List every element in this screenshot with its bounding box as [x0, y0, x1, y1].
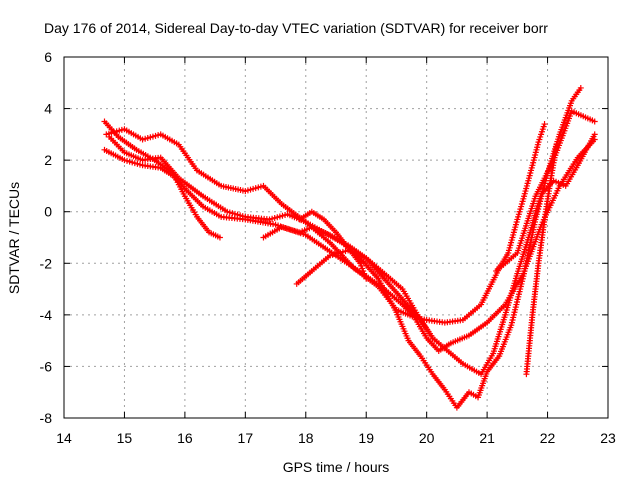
- y-tick-label: -8: [40, 410, 53, 426]
- x-tick-label: 19: [358, 430, 374, 446]
- x-tick-label: 21: [479, 430, 495, 446]
- plot-frame: [63, 56, 609, 419]
- axis-ticks: 14 15 16 17 18 19 20 21 22 23 -8 -6 -4 -2 0 2 4 6: [40, 49, 616, 446]
- x-tick-label: 20: [419, 430, 435, 446]
- y-tick-label: -6: [40, 358, 53, 374]
- x-axis-label: GPS time / hours: [283, 459, 390, 475]
- satellite-track-3: [103, 108, 598, 326]
- data-point: [541, 121, 548, 128]
- data-point: [216, 234, 223, 241]
- satellite-track-5: [260, 131, 598, 378]
- satellite-track-7: [296, 208, 370, 282]
- satellite-track-8: [523, 141, 560, 378]
- y-tick-label: -4: [40, 307, 53, 323]
- data-point: [591, 118, 598, 125]
- grid-lines: [64, 57, 608, 418]
- data-point: [591, 131, 598, 138]
- y-axis-label: SDTVAR / TECUs: [6, 182, 22, 294]
- x-tick-label: 16: [177, 430, 193, 446]
- x-tick-label: 14: [56, 430, 72, 446]
- y-tick-label: -2: [40, 255, 53, 271]
- data-point: [429, 335, 436, 342]
- data-series: [101, 84, 598, 411]
- chart-title: Day 176 of 2014, Sidereal Day-to-day VTE…: [44, 20, 548, 36]
- y-tick-label: 6: [44, 49, 52, 65]
- y-tick-label: 4: [44, 101, 52, 117]
- x-tick-label: 23: [600, 430, 616, 446]
- y-tick-label: 2: [44, 152, 52, 168]
- data-point: [363, 275, 370, 282]
- x-tick-label: 18: [298, 430, 314, 446]
- y-tick-label: 0: [44, 204, 52, 220]
- data-point: [577, 84, 584, 91]
- x-tick-label: 17: [238, 430, 254, 446]
- data-point: [553, 141, 560, 148]
- x-tick-label: 22: [540, 430, 556, 446]
- satellite-track-9: [493, 121, 548, 275]
- x-tick-label: 15: [117, 430, 133, 446]
- satellite-track-1: [101, 118, 223, 241]
